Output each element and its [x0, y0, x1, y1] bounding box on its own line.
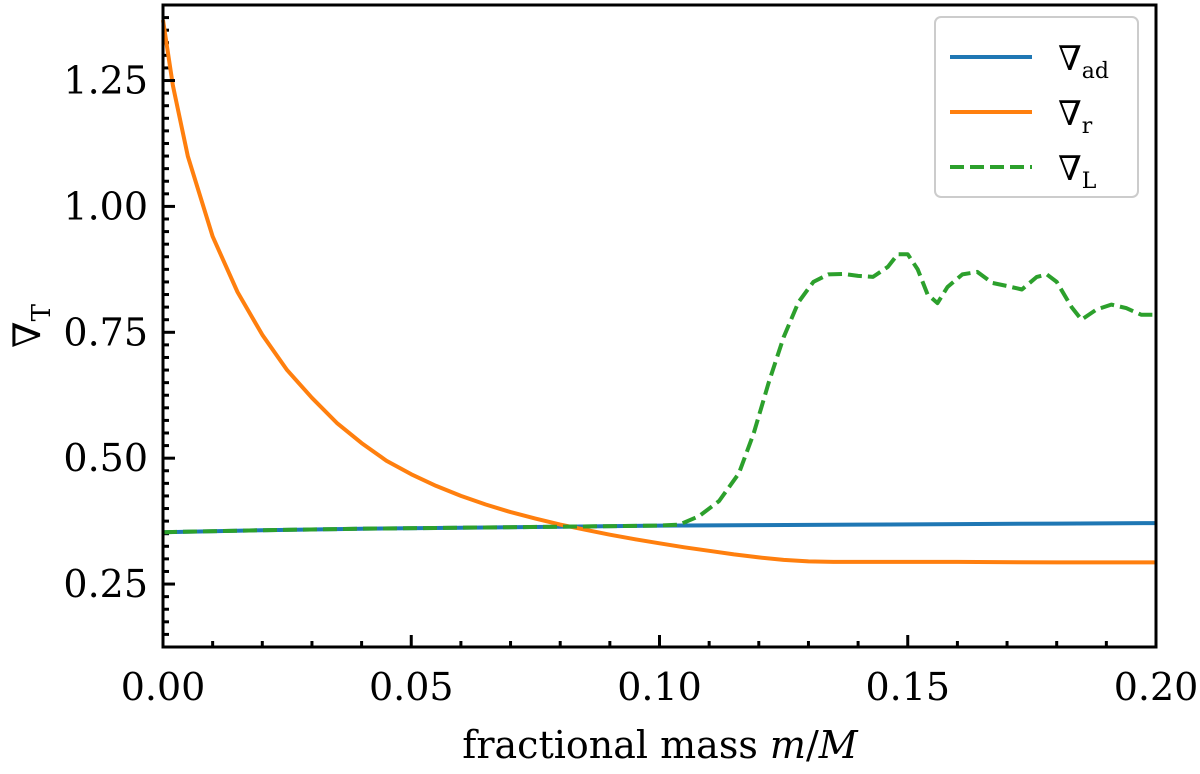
- x-axis-label: fractional mass m/M: [462, 723, 858, 767]
- tick-labels: 0.00 0.05 0.10 0.15 0.20 0.25 0.50 0.75 1.00 1.25: [63, 59, 1198, 709]
- plot-frame: [161, 3, 1158, 649]
- y-tick-label-2: 0.75: [63, 310, 148, 354]
- legend-label-ad: ∇ad: [1058, 39, 1109, 84]
- y-tick-label-4: 1.25: [63, 59, 148, 103]
- x-tick-label-2: 0.10: [617, 665, 702, 709]
- y-tick-label-0: 0.25: [63, 562, 148, 606]
- x-tick-label-0: 0.00: [121, 665, 206, 709]
- plot-lines: [161, 19, 1157, 565]
- y-tick-label-1: 0.50: [63, 436, 148, 480]
- x-tick-label-1: 0.05: [369, 665, 454, 709]
- series-line-1: [161, 19, 1156, 565]
- legend-box: [934, 16, 1139, 198]
- x-tick-label-3: 0.15: [865, 665, 950, 709]
- y-axis-label: ∇T: [5, 303, 57, 348]
- series-line-2: [162, 252, 1156, 535]
- legend: ∇ad ∇r ∇L: [934, 16, 1139, 198]
- y-tick-label-3: 1.00: [63, 184, 148, 228]
- x-tick-label-4: 0.20: [1114, 665, 1199, 709]
